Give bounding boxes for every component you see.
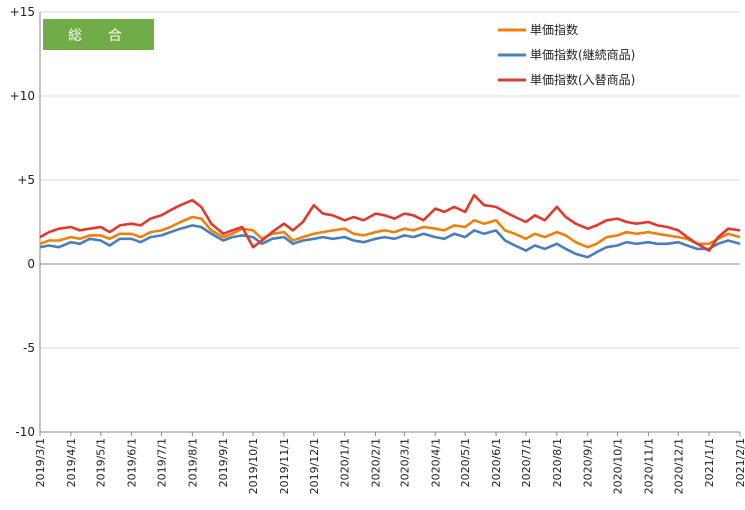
x-tick-label: 2020/12/1 (672, 438, 685, 494)
x-tick-label: 2019/8/1 (186, 438, 199, 487)
legend-label-2: 単価指数(入替商品) (530, 72, 635, 87)
badge: 総 合 (43, 19, 154, 50)
x-tick-label: 2020/6/1 (490, 438, 503, 487)
badge-box (43, 19, 154, 50)
x-tick-label: 2019/12/1 (308, 438, 321, 494)
x-tick-label: 2020/11/1 (642, 438, 655, 494)
x-tick-label: 2019/9/1 (217, 438, 230, 487)
x-tick-label: 2020/10/1 (612, 438, 625, 494)
y-tick-labels: +15 +10 +5 0 -5 -10 (10, 5, 35, 439)
axes (39, 12, 741, 436)
legend-label-0: 単価指数 (530, 22, 578, 37)
x-tick-label: 2020/3/1 (398, 438, 411, 487)
y-tick-label: +15 (10, 5, 35, 19)
x-tick-label: 2020/2/1 (370, 438, 383, 487)
x-tick-label: 2020/9/1 (582, 438, 595, 487)
x-tick-label: 2020/4/1 (429, 438, 442, 487)
series-line-2 (39, 193, 741, 252)
x-tick-label: 2019/5/1 (95, 438, 108, 487)
y-tick-label: -10 (15, 425, 35, 439)
x-tick-label: 2019/11/1 (278, 438, 291, 494)
x-tick-label: 2020/7/1 (520, 438, 533, 487)
y-tick-label: -5 (23, 341, 35, 355)
x-tick-label: 2019/6/1 (126, 438, 139, 487)
y-tick-label: 0 (27, 257, 35, 271)
legend-label-1: 単価指数(継続商品) (530, 47, 635, 62)
series-lines (39, 193, 741, 259)
x-tick-label: 2019/3/1 (34, 438, 47, 487)
x-tick-label: 2020/8/1 (551, 438, 564, 487)
x-tick-labels: 2019/3/1 2019/4/1 2019/5/1 2019/6/1 2019/7/1… (34, 438, 745, 494)
x-tick-label: 2019/4/1 (65, 438, 78, 487)
x-tick-label: 2019/7/1 (155, 438, 168, 487)
x-tick-label: 2020/5/1 (459, 438, 472, 487)
x-tick-label: 2021/2/1 (734, 438, 745, 487)
x-tick-label: 2020/1/1 (339, 438, 352, 487)
badge-label: 総 合 (68, 28, 128, 44)
x-tick-label: 2021/1/1 (703, 438, 716, 487)
y-tick-label: +10 (10, 89, 35, 103)
x-tick-label: 2019/10/1 (247, 438, 260, 494)
y-tick-label: +5 (17, 173, 35, 187)
series-line-1 (39, 224, 741, 259)
series-line-0 (39, 215, 741, 249)
